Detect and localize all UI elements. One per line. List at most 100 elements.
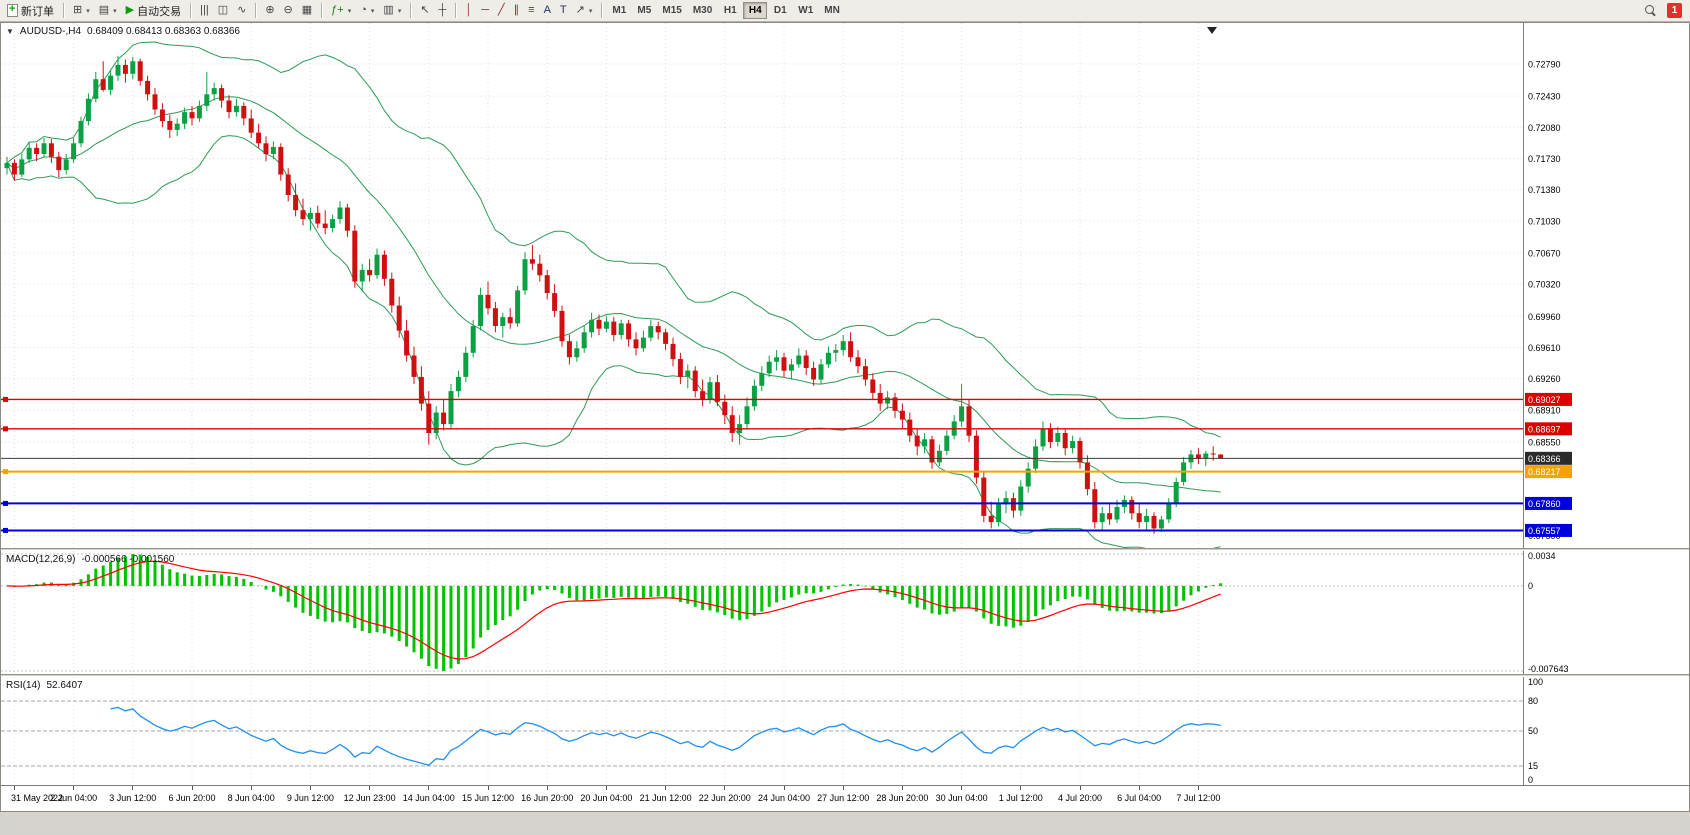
dropdown-caret-icon: ▾ bbox=[347, 7, 352, 15]
timeframe-h4-button[interactable]: H4 bbox=[743, 2, 768, 19]
autotrading-icon: ▶ bbox=[125, 4, 135, 16]
timeframe-d1-button[interactable]: D1 bbox=[768, 2, 792, 19]
text-button[interactable]: A bbox=[540, 1, 555, 20]
time-tick-label: 9 Jun 12:00 bbox=[286, 793, 334, 803]
svg-text:0.0034: 0.0034 bbox=[1528, 551, 1556, 561]
time-tick bbox=[309, 786, 311, 790]
fibonacci-button[interactable]: ≡ bbox=[524, 1, 538, 20]
rsi-title: RSI(14) 52.6407 bbox=[6, 680, 83, 691]
candlestick-chart-button[interactable]: ◫ bbox=[214, 1, 232, 20]
search-button[interactable] bbox=[1641, 1, 1661, 20]
time-tick bbox=[1138, 786, 1140, 790]
time-tick bbox=[1020, 786, 1022, 790]
svg-text:50: 50 bbox=[1528, 726, 1538, 736]
svg-text:100: 100 bbox=[1528, 677, 1543, 687]
timeframe-h1-button[interactable]: H1 bbox=[718, 2, 742, 19]
templates-button[interactable]: ▥ ▾ bbox=[379, 1, 405, 20]
svg-text:0.69027: 0.69027 bbox=[1528, 395, 1561, 405]
svg-text:0.69960: 0.69960 bbox=[1528, 312, 1561, 322]
time-tick-label: 30 Jun 04:00 bbox=[935, 793, 988, 803]
dropdown-caret-icon: ▾ bbox=[113, 7, 117, 15]
vertical-line-button[interactable]: │ bbox=[461, 1, 476, 20]
timeframe-m5-button[interactable]: M5 bbox=[632, 2, 656, 19]
pane-divider[interactable] bbox=[1, 548, 1689, 551]
time-tick-label: 6 Jun 20:00 bbox=[168, 793, 216, 803]
indicators-button[interactable]: ƒ+ ▾ bbox=[327, 1, 355, 20]
time-axis[interactable]: 31 May 2022 2 Jun 04:00 3 Jun 12:00 6 Jun 2… bbox=[1, 785, 1689, 811]
toolbar-separator bbox=[321, 3, 323, 18]
time-tick bbox=[132, 786, 134, 790]
cursor-icon: ↖ bbox=[420, 4, 430, 16]
zoom-out-icon: ⊖ bbox=[283, 4, 293, 16]
svg-text:0.68217: 0.68217 bbox=[1528, 467, 1561, 477]
time-tick bbox=[901, 786, 903, 790]
rsi-canvas[interactable]: 100 80 50 15 0 bbox=[1, 677, 1690, 785]
time-tick bbox=[487, 786, 489, 790]
time-tick-label: 12 Jun 23:00 bbox=[343, 793, 396, 803]
crosshair-button[interactable]: ┼ bbox=[435, 1, 451, 20]
timeframe-m15-button[interactable]: M15 bbox=[657, 2, 686, 19]
svg-text:0.69260: 0.69260 bbox=[1528, 374, 1561, 384]
trendline-button[interactable]: ╱ bbox=[494, 1, 509, 20]
new-chart-button[interactable]: ⊞ ▾ bbox=[69, 1, 94, 20]
time-tick bbox=[546, 786, 548, 790]
time-tick-label: 4 Jul 20:00 bbox=[1057, 793, 1103, 803]
channel-button[interactable]: ∥ bbox=[510, 1, 524, 20]
rsi-value: 52.6407 bbox=[46, 680, 83, 691]
svg-text:0.72790: 0.72790 bbox=[1528, 60, 1561, 70]
line-chart-icon: ∿ bbox=[237, 4, 247, 16]
toolbar-separator bbox=[410, 3, 412, 18]
timeframe-m30-button[interactable]: M30 bbox=[688, 2, 717, 19]
channel-icon: ∥ bbox=[513, 4, 520, 16]
arrows-button[interactable]: ↗ ▾ bbox=[572, 1, 597, 20]
new-order-button[interactable]: 新订单 bbox=[3, 1, 58, 20]
time-tick bbox=[605, 786, 607, 790]
toolbar-separator bbox=[255, 3, 257, 18]
bar-chart-icon: ||| bbox=[200, 4, 209, 16]
zoom-in-button[interactable]: ⊕ bbox=[261, 1, 278, 20]
search-icon bbox=[1645, 4, 1657, 17]
tile-windows-button[interactable]: ▦ bbox=[298, 1, 316, 20]
horizontal-line-button[interactable]: ─ bbox=[477, 1, 493, 20]
svg-text:0.72080: 0.72080 bbox=[1528, 123, 1561, 133]
bar-chart-button[interactable]: ||| bbox=[196, 1, 213, 20]
svg-text:0.68550: 0.68550 bbox=[1528, 437, 1561, 447]
chart-title: ▼ AUDUSD-,H4 0.68409 0.68413 0.68363 0.6… bbox=[6, 26, 240, 37]
line-chart-button[interactable]: ∿ bbox=[233, 1, 250, 20]
chart-dropdown-icon[interactable]: ▼ bbox=[6, 27, 14, 36]
timeframe-m1-button[interactable]: M1 bbox=[607, 2, 631, 19]
dropdown-caret-icon: ▾ bbox=[397, 7, 402, 15]
profiles-icon: ▤ bbox=[98, 4, 110, 16]
timeframe-mn-button[interactable]: MN bbox=[819, 2, 845, 19]
svg-text:0.67557: 0.67557 bbox=[1528, 526, 1561, 536]
fibonacci-icon: ≡ bbox=[528, 4, 535, 16]
price-chart-canvas[interactable]: 0.72790 0.72430 0.72080 0.71730 0.71380 0.710… bbox=[1, 23, 1690, 548]
text-label-button[interactable]: T bbox=[556, 1, 571, 20]
time-tick bbox=[961, 786, 963, 790]
tile-windows-icon: ▦ bbox=[301, 4, 313, 16]
svg-text:-0.007643: -0.007643 bbox=[1528, 664, 1569, 674]
autotrading-button[interactable]: ▶ 自动交易 bbox=[122, 1, 185, 20]
new-order-icon bbox=[7, 3, 18, 17]
indicators-icon: ƒ+ bbox=[331, 4, 344, 16]
symbol-period-label: AUDUSD-,H4 bbox=[19, 26, 82, 37]
dropdown-caret-icon: ▾ bbox=[370, 7, 375, 15]
dropdown-caret-icon: ▾ bbox=[86, 7, 90, 15]
notification-badge[interactable]: 1 bbox=[1667, 3, 1682, 18]
time-tick-label: 28 Jun 20:00 bbox=[876, 793, 929, 803]
periods-button[interactable]: ◔ ▾ bbox=[356, 1, 378, 20]
time-tick bbox=[250, 786, 252, 790]
new-chart-icon: ⊞ bbox=[73, 4, 83, 16]
cursor-button[interactable]: ↖ bbox=[416, 1, 433, 20]
timeframe-w1-button[interactable]: W1 bbox=[793, 2, 818, 19]
zoom-in-icon: ⊕ bbox=[265, 4, 275, 16]
profiles-button[interactable]: ▤ ▾ bbox=[95, 1, 121, 20]
pane-divider[interactable] bbox=[1, 674, 1689, 677]
macd-canvas[interactable]: 0.0034 0 -0.007643 bbox=[1, 551, 1690, 674]
zoom-out-button[interactable]: ⊖ bbox=[280, 1, 297, 20]
toolbar-separator bbox=[63, 3, 64, 18]
macd-title: MACD(12,26,9) -0.000566 -0.001560 bbox=[6, 554, 174, 565]
periods-icon: ◔ bbox=[360, 4, 367, 16]
time-tick bbox=[1197, 786, 1199, 790]
time-tick-label: 14 Jun 04:00 bbox=[402, 793, 455, 803]
